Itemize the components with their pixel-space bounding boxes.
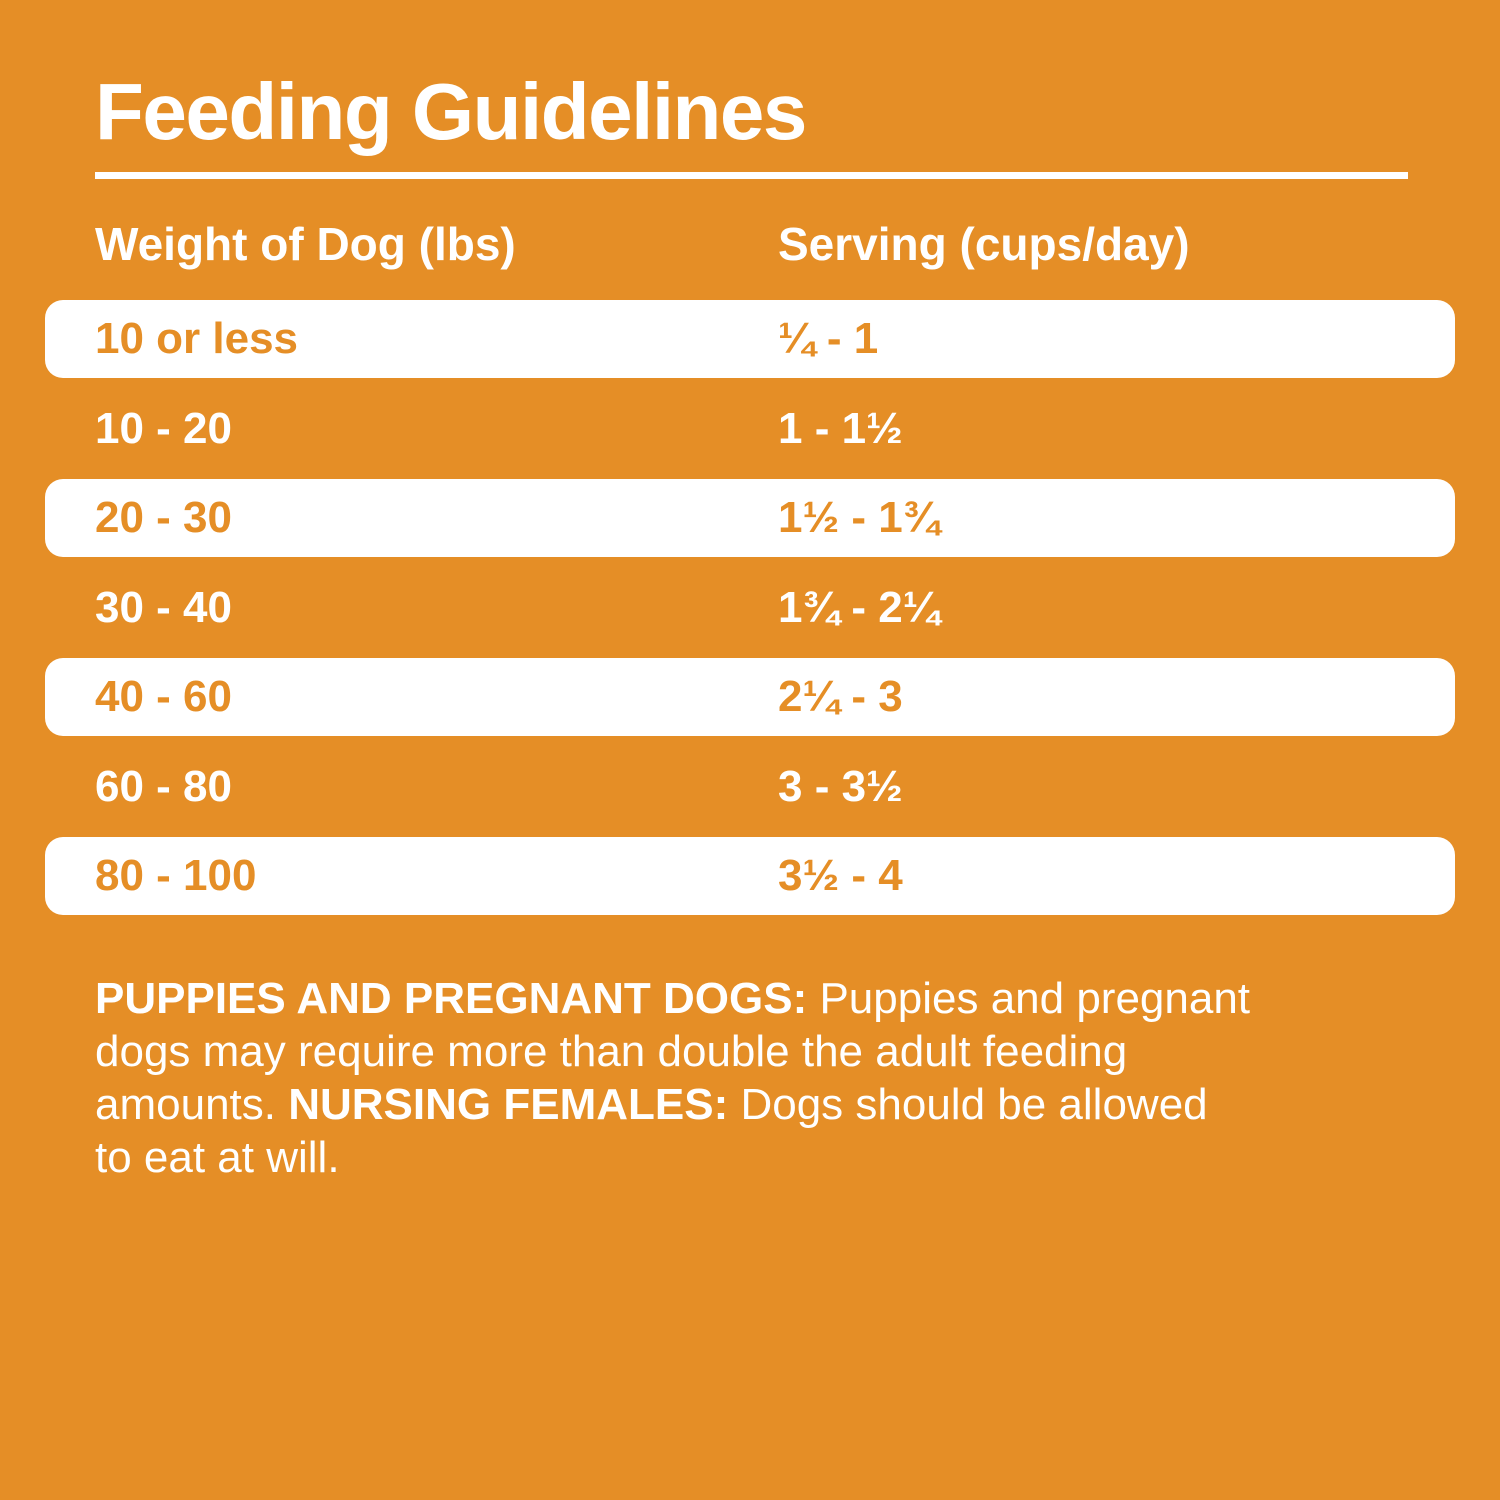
table-row: 60 - 80 3 - 3½ bbox=[0, 736, 1500, 837]
note-text-segment: amounts. bbox=[95, 1080, 289, 1129]
serving-cell: 1 - 1½ bbox=[778, 403, 903, 453]
note-line: PUPPIES AND PREGNANT DOGS: Puppies and p… bbox=[95, 972, 1430, 1025]
weight-cell: 10 - 20 bbox=[95, 403, 232, 453]
page-title: Feeding Guidelines bbox=[95, 67, 807, 156]
serving-cell: 1½ - 1¾ bbox=[778, 493, 940, 542]
note-text-segment: Dogs should be allowed bbox=[728, 1080, 1208, 1129]
weight-cell: 80 - 100 bbox=[95, 851, 257, 900]
table-row: 80 - 100 3½ - 4 bbox=[0, 837, 1500, 915]
serving-cell: ¼ - 1 bbox=[778, 314, 879, 363]
weight-cell: 10 or less bbox=[95, 314, 299, 363]
feeding-notes: PUPPIES AND PREGNANT DOGS: Puppies and p… bbox=[95, 972, 1430, 1184]
column-header-weight: Weight of Dog (lbs) bbox=[95, 218, 516, 270]
weight-cell: 20 - 30 bbox=[95, 493, 232, 542]
serving-cell: 3½ - 4 bbox=[778, 851, 903, 900]
note-bold-segment: PUPPIES AND PREGNANT DOGS: bbox=[95, 974, 808, 1023]
note-bold-segment: NURSING FEMALES: bbox=[288, 1080, 729, 1129]
table-header-row: Weight of Dog (lbs) Serving (cups/day) bbox=[0, 221, 1500, 267]
table-row: 10 - 20 1 - 1½ bbox=[0, 378, 1500, 479]
serving-cell: 3 - 3½ bbox=[778, 761, 903, 811]
column-header-serving: Serving (cups/day) bbox=[778, 218, 1190, 270]
note-text-segment: dogs may require more than double the ad… bbox=[95, 1027, 1128, 1076]
table-row: 40 - 60 2¼ - 3 bbox=[0, 658, 1500, 736]
serving-cell: 2¼ - 3 bbox=[778, 672, 903, 721]
weight-cell: 30 - 40 bbox=[95, 582, 232, 632]
table-row: 20 - 30 1½ - 1¾ bbox=[0, 479, 1500, 557]
feeding-table: 10 or less ¼ - 1 10 - 20 1 - 1½ 20 - 30 1½ - … bbox=[0, 300, 1500, 915]
note-text-segment: Puppies and pregnant bbox=[807, 974, 1251, 1023]
note-line: to eat at will. bbox=[95, 1131, 1430, 1184]
note-text-segment: to eat at will. bbox=[95, 1133, 340, 1182]
table-row: 30 - 40 1¾ - 2¼ bbox=[0, 557, 1500, 658]
serving-cell: 1¾ - 2¼ bbox=[778, 582, 940, 632]
weight-cell: 60 - 80 bbox=[95, 761, 232, 811]
title-underline bbox=[95, 172, 1408, 179]
note-line: amounts. NURSING FEMALES: Dogs should be… bbox=[95, 1078, 1430, 1131]
weight-cell: 40 - 60 bbox=[95, 672, 232, 721]
note-line: dogs may require more than double the ad… bbox=[95, 1025, 1430, 1078]
table-row: 10 or less ¼ - 1 bbox=[0, 300, 1500, 378]
